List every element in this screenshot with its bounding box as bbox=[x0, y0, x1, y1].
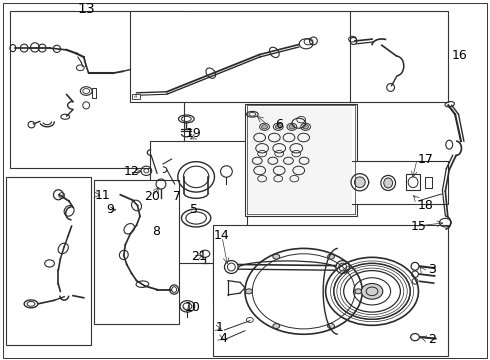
Text: 8: 8 bbox=[152, 225, 160, 238]
Text: 19: 19 bbox=[186, 127, 201, 140]
Text: 12: 12 bbox=[124, 165, 140, 178]
Text: 7: 7 bbox=[172, 190, 181, 203]
Circle shape bbox=[328, 324, 334, 329]
Text: 21: 21 bbox=[191, 250, 206, 263]
Bar bbox=[10, 10, 184, 168]
Text: 16: 16 bbox=[452, 49, 468, 62]
Text: 2: 2 bbox=[428, 333, 436, 346]
Bar bbox=[130, 10, 352, 102]
Bar bbox=[94, 180, 179, 324]
Circle shape bbox=[328, 254, 334, 259]
Text: 17: 17 bbox=[418, 153, 434, 166]
Text: 1: 1 bbox=[216, 321, 223, 334]
Text: 5: 5 bbox=[190, 203, 197, 216]
Text: 11: 11 bbox=[95, 189, 110, 202]
Text: 4: 4 bbox=[220, 332, 227, 345]
Ellipse shape bbox=[384, 178, 392, 188]
Text: 15: 15 bbox=[411, 220, 426, 233]
FancyBboxPatch shape bbox=[247, 107, 352, 213]
Circle shape bbox=[361, 283, 383, 299]
Circle shape bbox=[303, 125, 309, 129]
Bar bbox=[350, 10, 448, 102]
Circle shape bbox=[262, 125, 268, 129]
Circle shape bbox=[289, 125, 295, 129]
Text: 18: 18 bbox=[418, 199, 434, 212]
Circle shape bbox=[273, 254, 280, 259]
Bar bbox=[213, 238, 357, 297]
Text: 6: 6 bbox=[275, 118, 283, 131]
Text: 10: 10 bbox=[185, 301, 201, 314]
Text: 14: 14 bbox=[214, 229, 229, 242]
Bar bbox=[245, 104, 357, 216]
Bar bbox=[350, 161, 448, 204]
Text: 3: 3 bbox=[428, 264, 436, 276]
Bar bbox=[406, 174, 420, 190]
Circle shape bbox=[355, 289, 362, 294]
Bar bbox=[425, 177, 432, 188]
Circle shape bbox=[245, 289, 252, 294]
Ellipse shape bbox=[354, 177, 365, 188]
Circle shape bbox=[273, 324, 280, 329]
Bar bbox=[5, 177, 91, 345]
Bar bbox=[213, 225, 448, 356]
Text: 20: 20 bbox=[144, 190, 160, 203]
Text: 9: 9 bbox=[107, 203, 115, 216]
Text: 13: 13 bbox=[77, 3, 95, 17]
Circle shape bbox=[275, 125, 281, 129]
Bar bbox=[132, 94, 141, 99]
Bar bbox=[150, 141, 247, 263]
Bar bbox=[92, 88, 97, 98]
Text: A: A bbox=[134, 94, 138, 99]
